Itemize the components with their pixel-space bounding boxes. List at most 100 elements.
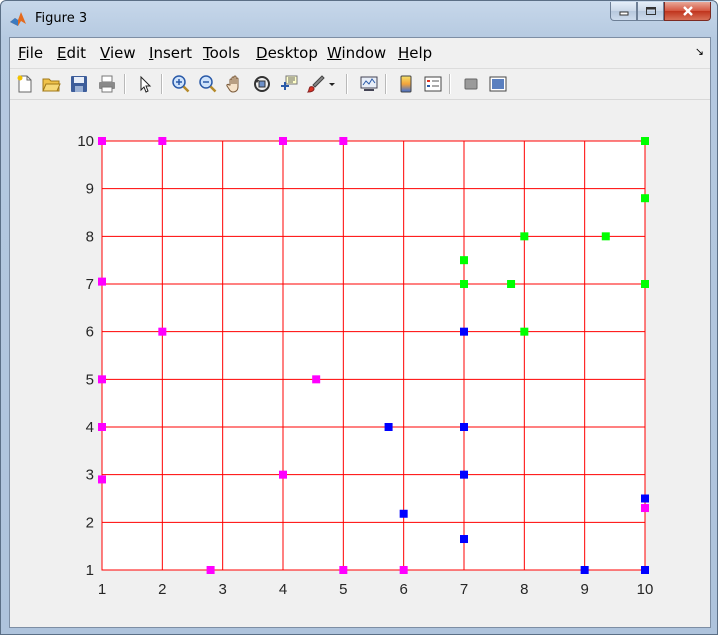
data-point-series-2 [641,194,649,203]
axes-background [102,141,645,570]
data-point-series-1 [399,566,408,574]
data-point-series-1 [98,475,106,484]
toolbar-separator [346,74,348,94]
data-point-series-1 [158,327,167,336]
rotate-3d-icon[interactable] [250,72,274,96]
data-point-series-2 [460,280,468,288]
zoom-out-icon[interactable] [196,72,220,96]
data-point-series-3 [460,327,468,336]
data-point-series-3 [641,566,649,574]
pan-icon[interactable] [223,72,247,96]
x-tick-label: 3 [218,581,226,598]
y-tick-label: 3 [86,467,94,484]
data-point-series-1 [312,375,321,384]
close-button[interactable] [664,2,711,21]
menu-edit[interactable]: Edit [57,44,87,62]
data-point-series-2 [601,232,610,241]
data-point-series-2 [520,327,529,336]
insert-colorbar-icon[interactable] [394,72,418,96]
x-tick-label: 1 [98,581,106,598]
y-tick-label: 1 [86,562,94,579]
x-tick-label: 9 [580,581,588,598]
y-tick-label: 10 [77,133,94,150]
toolbar-separator [385,74,387,94]
data-point-series-3 [384,423,393,431]
data-point-series-1 [206,566,215,574]
data-point-series-1 [339,566,348,574]
data-point-series-1 [158,137,167,145]
figure-client-area: File Edit View Insert Tools Desktop Wind… [9,37,711,628]
menu-help[interactable]: Help [398,44,433,62]
hide-plot-tools-icon[interactable] [459,72,483,96]
insert-legend-icon[interactable] [421,72,445,96]
data-point-series-3 [460,470,468,479]
open-file-icon[interactable] [39,72,63,96]
menu-bar: File Edit View Insert Tools Desktop Wind… [10,38,710,62]
y-tick-label: 5 [86,371,94,388]
save-figure-icon[interactable] [67,72,91,96]
y-tick-label: 4 [86,419,94,436]
x-tick-label: 2 [158,581,166,598]
data-point-series-1 [98,277,106,286]
menu-window[interactable]: Window [327,44,387,62]
data-cursor-icon[interactable] [277,72,301,96]
data-point-series-2 [460,256,468,265]
data-point-series-1 [98,375,106,384]
edit-plot-icon[interactable] [133,72,157,96]
data-point-series-2 [641,280,649,288]
x-tick-label: 6 [399,581,407,598]
data-point-series-1 [339,137,348,145]
menu-tools[interactable]: Tools [203,44,240,62]
axes-box [101,140,646,571]
data-point-series-3 [641,494,649,503]
show-plot-tools-icon[interactable] [486,72,510,96]
data-point-series-1 [98,137,106,145]
link-plot-icon[interactable] [357,72,381,96]
x-tick-label: 7 [460,581,468,598]
data-point-series-1 [279,470,287,479]
x-tick-label: 5 [339,581,347,598]
data-point-series-3 [460,535,468,544]
data-point-series-2 [520,232,529,241]
toolbar-separator [161,74,163,94]
x-tick-label: 8 [520,581,528,598]
data-point-series-3 [580,566,589,574]
zoom-in-icon[interactable] [169,72,193,96]
scatter-plot: 1 2 3 4 5 6 7 8 9 10 1 2 3 4 5 6 7 8 9 10 [77,133,654,598]
data-point-series-3 [399,509,408,518]
x-tick-label: 4 [279,581,287,598]
x-tick-label: 10 [637,581,654,598]
y-tick-label: 6 [86,324,94,341]
y-tick-label: 8 [86,228,94,245]
toolbar-separator [449,74,451,94]
y-tick-label: 9 [86,181,94,198]
brush-icon[interactable] [304,72,328,96]
minimize-button[interactable] [610,2,637,21]
window-title: Figure 3 [35,11,88,26]
menu-file[interactable]: File [18,44,44,62]
caption-buttons [610,2,711,22]
y-tick-label: 2 [86,514,94,531]
maximize-icon [645,7,656,15]
y-tick-label: 7 [86,276,94,293]
data-point-series-2 [641,137,649,145]
matlab-logo-icon [9,10,27,28]
menu-view[interactable]: View [100,44,136,62]
menu-desktop[interactable]: Desktop [256,44,318,62]
title-bar[interactable]: Figure 3 [1,1,717,37]
close-icon [682,6,693,16]
maximize-button[interactable] [637,2,664,21]
menu-insert[interactable]: Insert [149,44,193,62]
data-point-series-2 [507,280,516,288]
data-point-series-1 [279,137,287,145]
dock-figure-icon[interactable]: ↘ [694,46,704,58]
new-figure-icon[interactable] [13,72,37,96]
toolbar-separator [124,74,126,94]
figure-toolbar [10,68,710,100]
brush-dropdown-icon[interactable] [326,72,338,96]
data-point-series-1 [641,504,649,513]
minimize-icon [619,11,628,16]
figure-canvas[interactable]: 1 2 3 4 5 6 7 8 9 10 1 2 3 4 5 6 7 8 9 10 [10,100,710,627]
print-figure-icon[interactable] [95,72,119,96]
